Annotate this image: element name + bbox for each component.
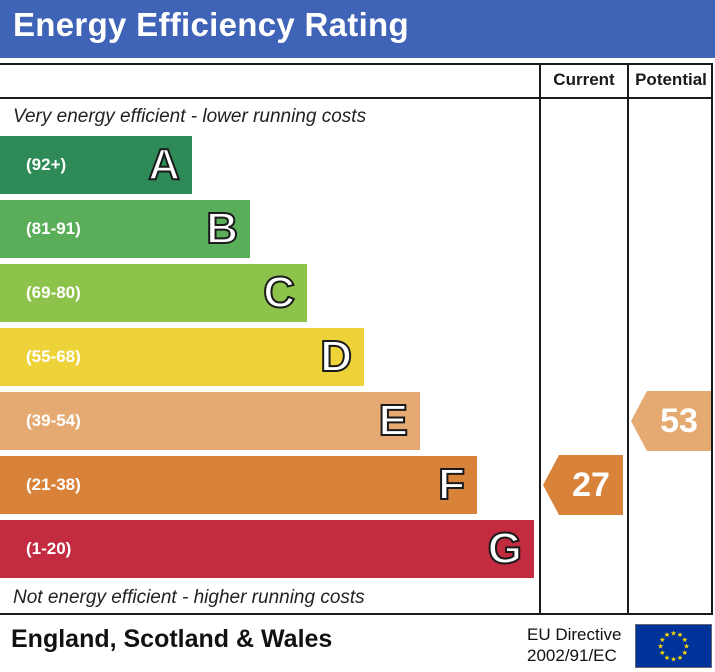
band-a: (92+) A (0, 136, 192, 194)
eu-star-icon: ★ (682, 636, 688, 644)
eu-star-icon: ★ (682, 649, 688, 657)
directive-line-2: 2002/91/EC (527, 646, 617, 665)
band-range-label: (69-80) (26, 283, 81, 302)
band-range-label: (92+) (26, 155, 67, 174)
eu-star-icon: ★ (670, 630, 676, 638)
potential-rating-arrow: 53 (631, 391, 711, 451)
chart-frame (0, 63, 713, 615)
bottom-caption: Not energy efficient - higher running co… (13, 587, 365, 608)
potential-rating-arrow-value: 53 (660, 402, 698, 440)
current-rating-arrow-value: 27 (572, 466, 610, 504)
eu-star-icon: ★ (664, 654, 670, 662)
band-letter-label: A (147, 139, 181, 190)
current-column-divider (539, 63, 541, 615)
current-rating-arrow: 27 (543, 455, 623, 515)
band-g: (1-20) G (0, 520, 534, 578)
band-c: (69-80) C (0, 264, 307, 322)
footer-country: England, Scotland & Wales (11, 625, 333, 653)
eu-star-icon: ★ (677, 631, 683, 639)
current-rating-arrow-shape (543, 455, 623, 515)
band-range-label: (21-38) (26, 475, 81, 494)
band-d: (55-68) D (0, 328, 364, 386)
potential-rating-arrow-shape (631, 391, 711, 451)
band-range-label: (1-20) (26, 539, 72, 558)
band-letter-label: D (319, 331, 353, 382)
eu-star-icon: ★ (657, 643, 663, 651)
band-letter-label: C (262, 267, 296, 318)
band-range-label: (55-68) (26, 347, 81, 366)
band-b: (81-91) B (0, 200, 250, 258)
band-range-label: (39-54) (26, 411, 81, 430)
eu-flag-icon: ★ ★ ★ ★ ★ ★ ★ ★ ★ ★ ★ ★ (635, 624, 712, 668)
top-caption: Very energy efficient - lower running co… (13, 106, 367, 127)
eu-star-icon: ★ (664, 631, 670, 639)
title-bar: Energy Efficiency Rating (0, 0, 715, 58)
band-letter-label: E (378, 395, 409, 446)
band-letter-label: B (205, 203, 239, 254)
potential-column-header: Potential (635, 70, 707, 89)
band-f: (21-38) F (0, 456, 477, 514)
footer-directive: EU Directive 2002/91/EC (527, 624, 621, 666)
eu-star-icon: ★ (677, 654, 683, 662)
eu-star-icon: ★ (670, 656, 676, 664)
eu-star-icon: ★ (659, 649, 665, 657)
current-column-header: Current (553, 70, 615, 89)
band-e: (39-54) E (0, 392, 420, 450)
band-letter-label: F (437, 459, 466, 510)
header-divider (0, 97, 713, 99)
chart-title: Energy Efficiency Rating (13, 6, 409, 43)
eu-star-icon: ★ (659, 636, 665, 644)
eu-star-icon: ★ (683, 643, 689, 651)
potential-column-divider (627, 63, 629, 615)
band-letter-label: G (487, 523, 523, 574)
directive-line-1: EU Directive (527, 625, 622, 644)
band-range-label: (81-91) (26, 219, 81, 238)
